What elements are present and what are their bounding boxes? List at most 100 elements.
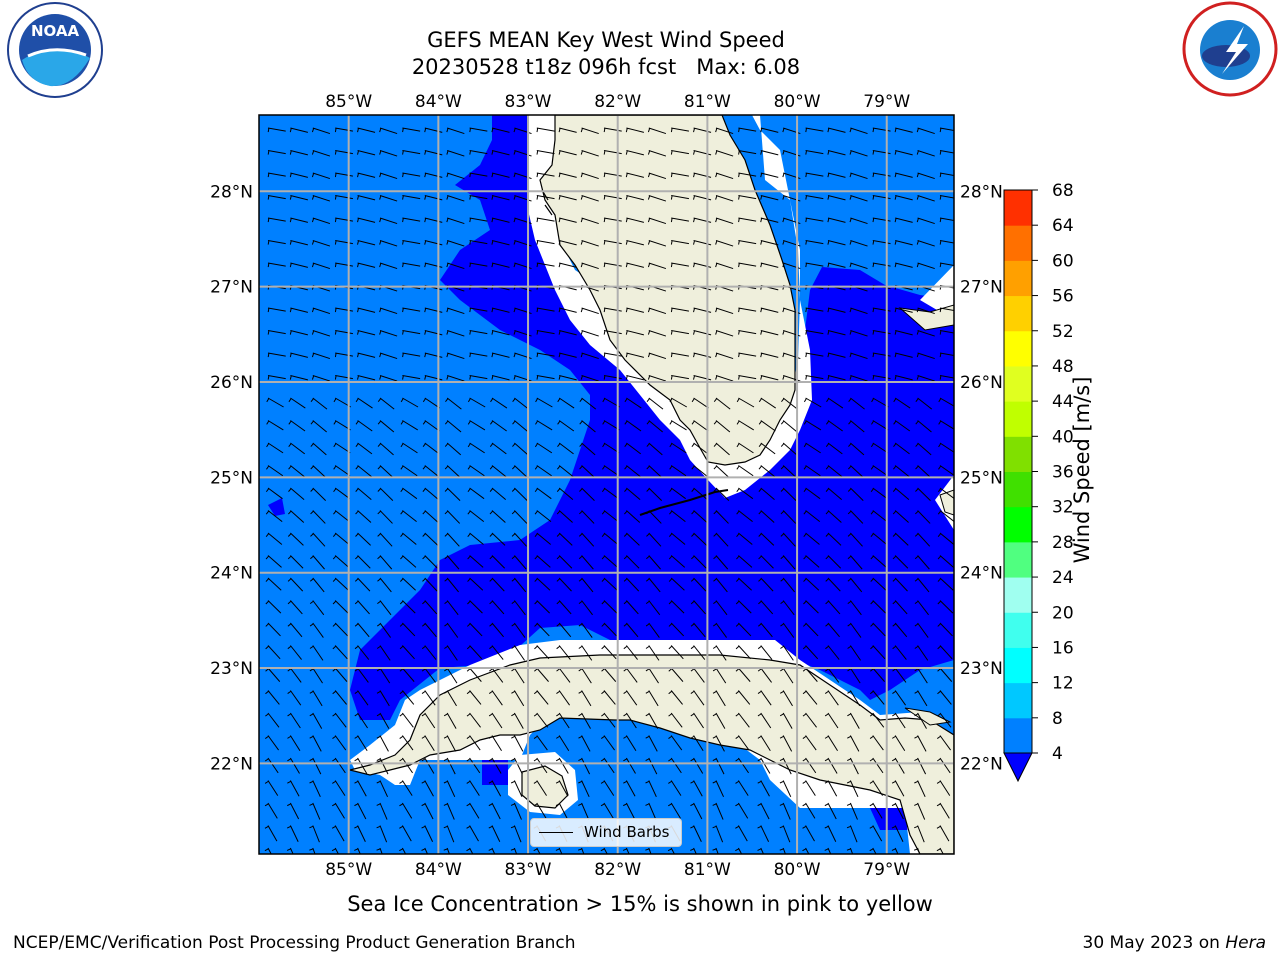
- wind-barb-flag: [580, 150, 583, 155]
- wind-barb-flag: [647, 308, 651, 313]
- wind-barb: [895, 262, 913, 268]
- wind-barb-flag: [872, 375, 875, 380]
- wind-barb: [357, 555, 371, 569]
- wind-barb: [357, 420, 373, 432]
- wind-barb: [895, 150, 913, 156]
- wind-barb: [715, 780, 725, 798]
- wind-barb: [670, 510, 686, 522]
- wind-barb-flag: [469, 218, 471, 223]
- wind-barb-flag: [511, 488, 516, 492]
- wind-barb: [693, 667, 705, 683]
- wind-barb-flag: [333, 488, 337, 493]
- wind-barb: [424, 465, 440, 478]
- wind-barb: [581, 600, 593, 616]
- wind-barb: [917, 555, 930, 570]
- wind-barb: [402, 465, 418, 477]
- wind-barb: [447, 150, 465, 157]
- wind-barb: [917, 712, 927, 729]
- wind-barb: [603, 510, 619, 522]
- wind-barb: [760, 780, 770, 797]
- wind-barb-flag: [379, 150, 382, 155]
- wind-barb-flag: [937, 510, 942, 515]
- wind-barb: [379, 307, 398, 315]
- wind-barb: [469, 622, 483, 637]
- wind-barb: [536, 735, 548, 751]
- wind-barb: [289, 712, 301, 729]
- wind-barb: [357, 577, 371, 592]
- wind-barb: [894, 757, 905, 774]
- wind-barb-flag: [466, 758, 471, 762]
- wind-barb: [805, 172, 824, 177]
- wind-barb-flag: [760, 375, 763, 380]
- wind-barb: [715, 420, 731, 433]
- wind-barb-flag: [869, 825, 874, 829]
- wind-barb-flag: [556, 488, 561, 492]
- wind-barb-flag: [467, 533, 471, 537]
- wind-barb: [267, 847, 272, 854]
- wind-barb-flag: [939, 150, 942, 155]
- wind-barb-flag: [937, 578, 942, 582]
- wind-barb-flag: [511, 533, 516, 537]
- wind-barb: [782, 465, 797, 479]
- wind-barb-flag: [827, 150, 830, 155]
- wind-barb: [805, 667, 818, 682]
- colorbar-segment: [1004, 717, 1032, 754]
- wind-barb-flag: [827, 128, 830, 133]
- wind-barb: [827, 712, 839, 729]
- wind-barb: [693, 487, 708, 501]
- wind-barb: [917, 352, 935, 360]
- wind-barb-flag: [805, 240, 807, 245]
- wind-barb-flag: [533, 780, 538, 784]
- wind-barb-flag: [869, 803, 874, 807]
- wind-barb: [782, 712, 793, 729]
- wind-barb-flag: [556, 623, 561, 627]
- wind-barb-flag: [265, 510, 270, 515]
- wind-barb-flag: [760, 353, 763, 358]
- wind-barb-flag: [713, 533, 717, 537]
- wind-barb-flag: [668, 578, 673, 582]
- wind-barb-flag: [265, 690, 269, 695]
- wind-barb: [581, 577, 594, 593]
- colorbar-tick-label: 32: [1052, 498, 1074, 518]
- wind-barb-flag: [757, 713, 762, 717]
- wind-barb: [334, 577, 349, 591]
- wind-barb-flag: [332, 600, 337, 605]
- wind-barb-flag: [916, 375, 919, 380]
- wind-barb: [670, 802, 681, 819]
- wind-barb-flag: [894, 173, 897, 178]
- wind-barb: [895, 127, 913, 133]
- wind-barb: [401, 825, 412, 842]
- wind-barb: [469, 757, 481, 774]
- wind-barb: [939, 352, 954, 356]
- wind-barb: [334, 622, 349, 637]
- colorbar-tick-label: 52: [1052, 322, 1074, 342]
- wind-barb: [267, 757, 279, 774]
- wind-barb: [581, 375, 599, 382]
- wind-barb-flag: [914, 758, 919, 762]
- wind-barb: [827, 735, 838, 752]
- wind-barb-flag: [556, 645, 561, 650]
- wind-barb: [581, 510, 595, 524]
- wind-barb: [312, 667, 323, 684]
- wind-barb-flag: [825, 600, 829, 605]
- wind-barb: [626, 352, 644, 358]
- wind-barb: [290, 375, 308, 381]
- wind-barb-flag: [534, 623, 538, 627]
- wind-barb: [424, 712, 436, 729]
- wind-barb-flag: [891, 825, 896, 829]
- wind-barb-flag: [467, 578, 471, 582]
- wind-barb-flag: [603, 173, 606, 178]
- wind-barb-flag: [892, 600, 897, 605]
- wind-barb-flag: [379, 330, 382, 335]
- wind-barb-flag: [939, 308, 942, 313]
- wind-barb-flag: [513, 353, 516, 358]
- wind-barb-flag: [376, 848, 381, 851]
- wind-barb-flag: [893, 443, 897, 448]
- wind-barb: [581, 847, 585, 854]
- wind-barb: [267, 240, 286, 245]
- wind-barb: [357, 780, 367, 797]
- wind-barb: [827, 330, 846, 336]
- wind-barb-flag: [286, 825, 292, 829]
- longitude-tick-label: 79°W: [863, 860, 910, 880]
- wind-barb: [536, 780, 547, 796]
